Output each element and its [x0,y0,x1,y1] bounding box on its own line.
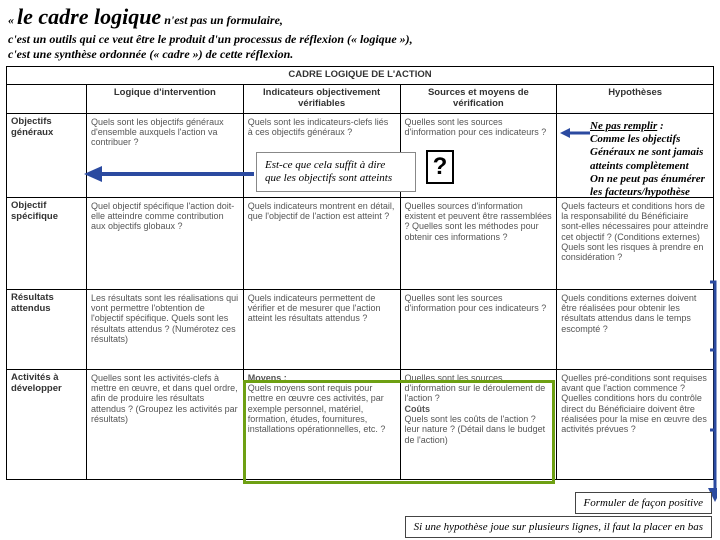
couts-label: Coûts [405,404,431,414]
callout-estce: Est-ce que cela suffit à dire que les ob… [256,152,416,192]
title-big: le cadre logique [17,4,161,29]
row-hdr: Objectif spécifique [7,197,87,289]
cell: Quels indicateurs permettent de vérifier… [243,289,400,369]
col-hdr-0 [7,84,87,113]
header-block: « le cadre logique n'est pas un formulai… [0,0,720,32]
question-icon: ? [426,150,454,184]
cell: Quel objectif spécifique l'action doit-e… [87,197,244,289]
cell: Moyens : Quels moyens sont requis pour m… [243,369,400,479]
nepas-l5: On ne peut pas énumérer [590,173,705,185]
title-rest: n'est pas un formulaire, [164,13,283,27]
col-hdr-2: Indicateurs objectivement vérifiables [243,84,400,113]
nepas-l4: atteints complètement [590,160,689,172]
cell: Quelles sont les activités-clefs à mettr… [87,369,244,479]
cell-text: Quelles sont les sources d'information s… [405,373,546,404]
nepas-l1: Ne pas remplir [590,120,657,132]
title-line: « le cadre logique n'est pas un formulai… [8,4,712,30]
subtitle-l1: c'est un outils qui ce veut être le prod… [8,32,712,47]
cell: Quels facteurs et conditions hors de la … [557,197,714,289]
connector-lines-icon [555,280,717,502]
cell-text: Quels sont les coûts de l'action ? leur … [405,414,546,445]
cell: Quels indicateurs montrent en détail, qu… [243,197,400,289]
cell: Quelles sont les sources d'information s… [400,369,557,479]
nepas-l2: Comme les objectifs [590,133,680,145]
col-hdr-3: Sources et moyens de vérification [400,84,557,113]
row-hdr: Activités à développer [7,369,87,479]
row-hdr: Objectifs généraux [7,113,87,197]
callout-l1: Est-ce que cela suffit à dire [265,159,407,172]
quote-open: « [8,13,14,27]
table-row: Objectif spécifique Quel objectif spécif… [7,197,714,289]
subtitle: c'est un outils qui ce veut être le prod… [0,32,720,66]
nepas-l6: les facteurs/hypothèse [590,186,690,198]
formuler-text: Formuler de façon positive [584,497,703,509]
annot-nepas: Ne pas remplir : Comme les objectifs Gén… [590,120,718,199]
annot-bottom: Si une hypothèse joue sur plusieurs lign… [405,516,712,538]
cell: Quels sont les objectifs généraux d'ense… [87,113,244,197]
cell: Quelles sont les sources d'information p… [400,113,557,197]
cell: Quelles sont les sources d'information p… [400,289,557,369]
col-hdr-4: Hypothèses [557,84,714,113]
table-caption: CADRE LOGIQUE DE L'ACTION [7,67,714,85]
subtitle-l2: c'est une synthèse ordonnée (« cadre ») … [8,47,712,62]
row-hdr: Résultats attendus [7,289,87,369]
cell-text: Quels moyens sont requis pour mettre en … [248,383,386,434]
cell: Les résultats sont les réalisations qui … [87,289,244,369]
arrow-nepas-icon [560,126,590,140]
cell: Quelles sources d'information existent e… [400,197,557,289]
table-header-row: Logique d'intervention Indicateurs objec… [7,84,714,113]
arrow-left-icon [84,164,256,184]
nepas-l1s: : [657,120,663,132]
col-hdr-1: Logique d'intervention [87,84,244,113]
nepas-l3: Généraux ne sont jamais [590,146,703,158]
moyens-label: Moyens : [248,373,287,383]
callout-l2: que les objectifs sont atteints [265,172,407,185]
bottom-text: Si une hypothèse joue sur plusieurs lign… [414,521,703,533]
annot-formuler: Formuler de façon positive [575,492,712,514]
